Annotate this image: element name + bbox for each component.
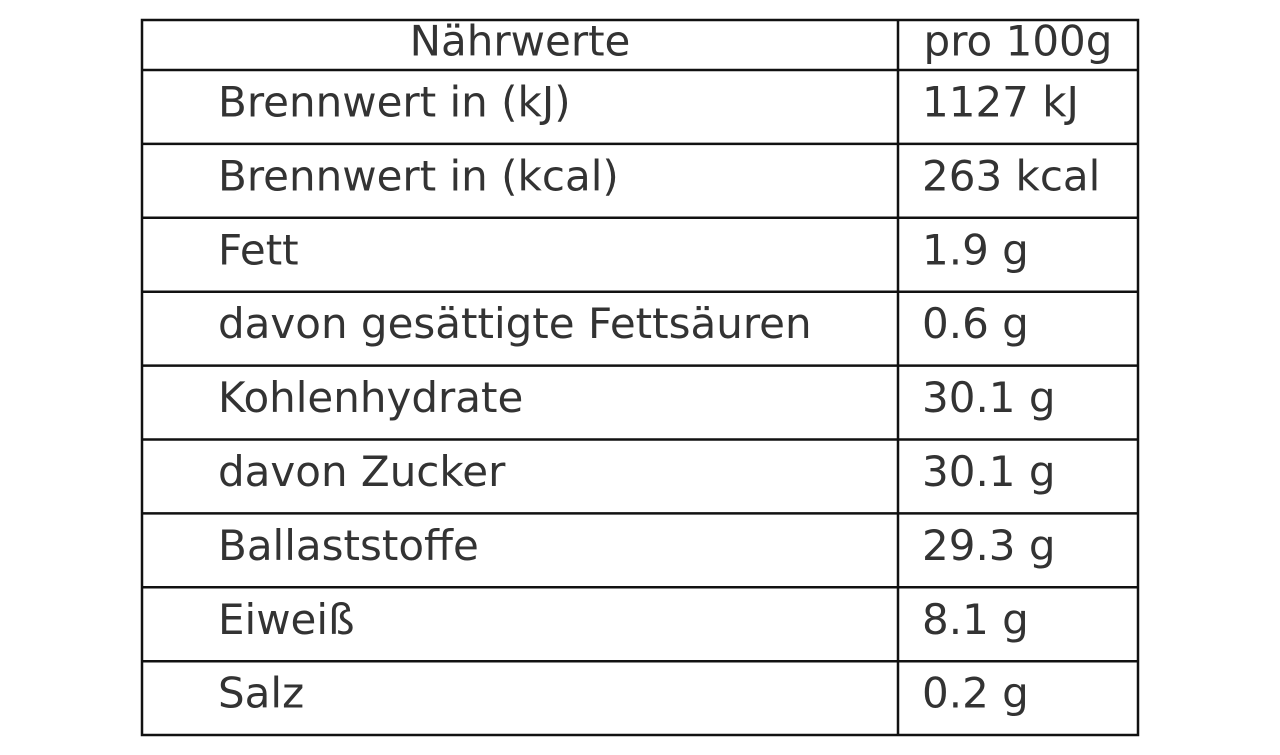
nutrient-name: Eiweiß [218, 595, 355, 644]
nutrient-name: davon gesättigte Fettsäuren [218, 299, 812, 348]
table-border [140, 18, 1140, 737]
nutrient-value: 0.2 g [922, 669, 1029, 718]
header-cell: Nährwerte [410, 17, 631, 66]
nutrient-value: 1.9 g [922, 225, 1029, 274]
nutrient-name: Ballaststoffe [218, 521, 479, 570]
nutrient-name: Brennwert in (kcal) [218, 151, 619, 200]
nutrient-value: 29.3 g [922, 521, 1056, 570]
nutrient-name: Salz [218, 669, 304, 718]
nutrient-value: 8.1 g [922, 595, 1029, 644]
nutrient-value: 0.6 g [922, 299, 1029, 348]
nutrient-value: 263 kcal [922, 151, 1100, 200]
nutrient-name: Fett [218, 225, 299, 274]
header-cell: pro 100g [924, 17, 1113, 66]
nutrient-name: davon Zucker [218, 447, 506, 496]
nutrient-name: Kohlenhydrate [218, 373, 523, 422]
nutrient-value: 30.1 g [922, 447, 1056, 496]
nutrient-name: Brennwert in (kJ) [218, 77, 571, 126]
nutrient-value: 30.1 g [922, 373, 1056, 422]
nutrient-value: 1127 kJ [922, 77, 1079, 126]
